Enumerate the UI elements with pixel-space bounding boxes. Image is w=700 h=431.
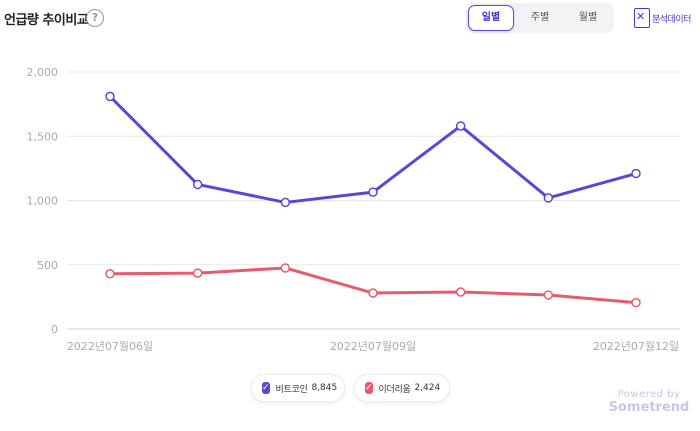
data-point <box>192 179 203 190</box>
y-tick-label: 2,000 <box>27 66 59 79</box>
legend-total: 8,845 <box>311 383 338 393</box>
y-tick-label: 500 <box>37 259 58 272</box>
data-point <box>543 290 554 300</box>
y-axis-ticks: 0 500 1,000 1,500 2,000 <box>27 66 59 336</box>
chart-header: 언급량 추이비교 ? 일별 주별 월별 분석데이터 <box>0 0 700 40</box>
legend-item-ethereum[interactable]: ✓ 이더리움 2,424 <box>354 374 450 402</box>
chart-title: 언급량 추이비교 <box>4 13 89 28</box>
data-point <box>455 121 466 131</box>
data-point <box>543 193 554 203</box>
help-icon[interactable]: ? <box>86 9 104 27</box>
data-point <box>105 268 115 279</box>
y-tick-label: 0 <box>51 323 58 336</box>
tab-daily[interactable]: 일별 <box>468 5 514 31</box>
data-point <box>192 268 203 278</box>
brand-logo: Sometrend <box>608 400 690 415</box>
x-tick-label: 2022년07월09일 <box>330 339 416 353</box>
powered-by-badge: Powered by Sometrend <box>599 389 699 415</box>
legend-total: 2,424 <box>414 383 441 393</box>
tab-monthly[interactable]: 월별 <box>578 12 598 23</box>
checkbox-checked-icon[interactable]: ✓ <box>365 382 373 394</box>
y-tick-label: 1,500 <box>27 130 59 143</box>
data-point <box>368 187 378 197</box>
data-point <box>105 91 115 102</box>
series-lines <box>105 91 641 308</box>
data-point <box>280 197 291 208</box>
legend-label: 비트코인 <box>275 384 308 395</box>
period-tabs: 일별 주별 월별 <box>466 3 614 33</box>
checkbox-checked-icon[interactable]: ✓ <box>262 382 270 394</box>
x-tick-label: 2022년07월06일 <box>67 339 153 353</box>
data-point <box>280 263 291 273</box>
y-tick-label: 1,000 <box>27 195 59 208</box>
x-tick-label: 2022년07월12일 <box>593 339 679 353</box>
series-line <box>108 95 637 204</box>
powered-by-text: Powered by <box>617 389 681 400</box>
data-point <box>631 168 641 179</box>
excel-icon <box>634 8 650 28</box>
tab-weekly[interactable]: 주별 <box>530 12 550 23</box>
data-point <box>631 297 641 308</box>
legend-label: 이더리움 <box>378 384 411 395</box>
analysis-data-label: 분석데이터 <box>652 14 691 25</box>
analysis-data-button[interactable]: 분석데이터 <box>634 8 691 28</box>
x-axis-ticks: 2022년07월06일 2022년07월09일 2022년07월12일 <box>67 339 679 353</box>
legend-item-bitcoin[interactable]: ✓ 비트코인 8,845 <box>251 374 345 402</box>
data-point <box>455 287 466 297</box>
data-point <box>368 288 378 298</box>
grid-lines <box>67 71 680 330</box>
